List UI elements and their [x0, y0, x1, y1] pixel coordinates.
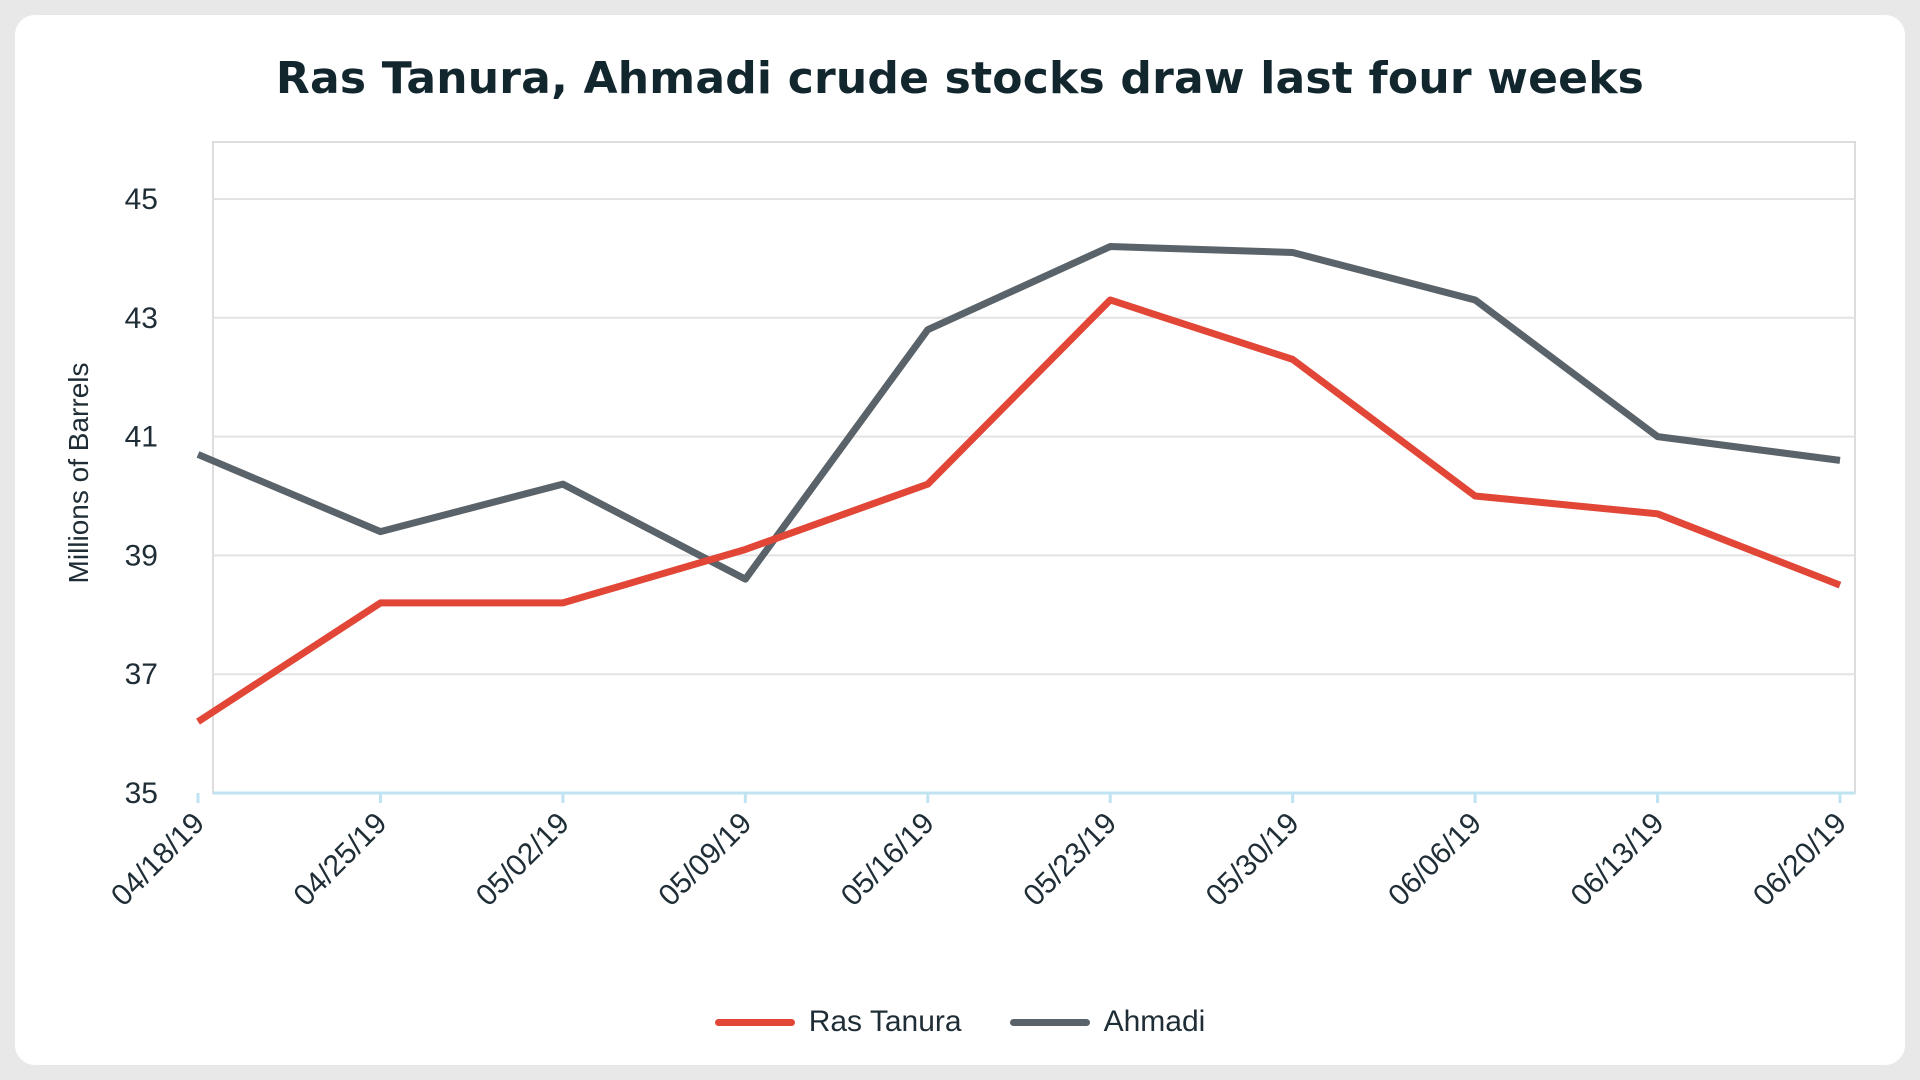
legend-swatch-ahmadi	[1009, 1018, 1090, 1026]
x-tick-label: 05/02/19	[470, 807, 576, 913]
x-tick-label: 06/20/19	[1747, 807, 1853, 913]
y-axis-label: Millions of Barrels	[63, 363, 94, 584]
y-tick-label: 37	[125, 658, 158, 691]
x-tick-label: 05/16/19	[835, 807, 941, 913]
y-tick-label: 41	[125, 421, 158, 454]
x-tick-label: 04/18/19	[105, 807, 211, 913]
y-tick-label: 39	[125, 539, 158, 572]
y-tick-label: 45	[125, 183, 158, 216]
chart-card: Ras Tanura, Ahmadi crude stocks draw las…	[15, 15, 1905, 1065]
line-chart: 35 37 39 41 43 45 04/18/19 04/25/19 05/02/19 05/…	[63, 141, 1856, 913]
series-line-ahmadi	[196, 243, 1841, 583]
x-tick-label: 06/06/19	[1382, 807, 1488, 913]
legend-label-ahmadi: Ahmadi	[1103, 1005, 1206, 1038]
legend-entry-ras-tanura: Ras Tanura	[714, 1005, 962, 1039]
x-tick-label: 04/25/19	[287, 807, 393, 913]
x-tick-label: 06/13/19	[1565, 807, 1671, 913]
x-tick-label: 05/23/19	[1017, 807, 1123, 913]
y-tick-label: 43	[125, 302, 158, 335]
chart-title: Ras Tanura, Ahmadi crude stocks draw las…	[275, 53, 1645, 104]
y-tick-label: 35	[125, 777, 158, 810]
x-tick-label: 05/09/19	[652, 807, 758, 913]
x-tick-label: 05/30/19	[1200, 807, 1306, 913]
legend-entry-ahmadi: Ahmadi	[1009, 1005, 1206, 1039]
series-line-ras-tanura	[196, 296, 1842, 725]
plot-area	[212, 141, 1856, 794]
legend-label-ras-tanura: Ras Tanura	[808, 1005, 962, 1038]
chart-legend: Ras Tanura Ahmadi	[15, 1005, 1905, 1039]
legend-swatch-ras-tanura	[714, 1018, 795, 1026]
